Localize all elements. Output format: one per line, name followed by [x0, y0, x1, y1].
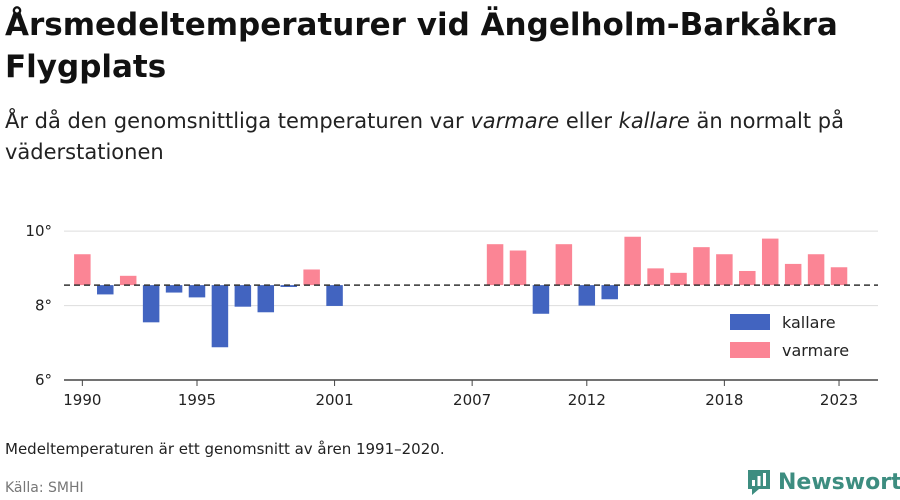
subtitle-cold-word: kallare: [618, 109, 690, 133]
bar-1993: [142, 285, 160, 323]
subtitle-middle: eller: [559, 109, 619, 133]
x-tick-label-2001: 2001: [315, 391, 353, 409]
temperature-bar-chart: 10° 8° 6° 1990 1995 2001 2007 2012 2018 2023 kalla…: [25, 222, 878, 409]
subtitle-before: År då den genomsnittliga temperaturen va…: [5, 109, 471, 133]
bar-1991: [97, 285, 114, 295]
bar-1998: [257, 285, 275, 313]
bar-2008: [486, 244, 504, 286]
x-tick-label-1990: 1990: [63, 391, 101, 409]
legend-swatch-warmer: [730, 342, 770, 358]
brand-name: Newsworthy: [778, 469, 900, 495]
newsworthy-logo-icon: [748, 470, 770, 495]
bar-2020: [761, 238, 779, 286]
bar-2011: [555, 244, 573, 286]
x-tick-label-2023: 2023: [820, 391, 858, 409]
bar-2022: [807, 254, 825, 286]
chart-subtitle: År då den genomsnittliga temperaturen va…: [5, 106, 885, 168]
bar-1990: [74, 254, 91, 286]
bar-1992: [119, 275, 137, 286]
bar-1994: [165, 285, 183, 293]
bar-2001: [326, 285, 343, 306]
footnote: Medeltemperaturen är ett genomsnitt av å…: [5, 440, 445, 458]
source-credit: Källa: SMHI: [5, 480, 84, 496]
x-tick-label-1995: 1995: [178, 391, 216, 409]
brand-logo: Newsworthy: [746, 468, 900, 496]
x-tick-label-2012: 2012: [568, 391, 606, 409]
y-tick-label-8: 8°: [35, 297, 52, 315]
subtitle-after: än normalt på väderstationen: [5, 109, 844, 164]
bar-1997: [234, 285, 252, 307]
bar-2019: [739, 270, 756, 286]
bar-2014: [624, 236, 641, 286]
bar-2015: [647, 268, 664, 286]
y-tick-label-10: 10°: [25, 222, 52, 240]
legend-label-warmer: varmare: [782, 341, 849, 360]
bar-2012: [578, 285, 596, 306]
bar-2023: [830, 267, 848, 286]
bar-2000: [303, 269, 320, 286]
legend-label-colder: kallare: [782, 313, 836, 332]
legend-swatch-colder: [730, 314, 770, 330]
x-tick-label-2007: 2007: [453, 391, 491, 409]
bar-2018: [716, 254, 733, 286]
bar-1996: [211, 285, 229, 348]
chart-title: Årsmedeltemperaturer vid Ängelholm-Barkå…: [5, 7, 838, 85]
bar-2021: [784, 263, 802, 286]
subtitle-warm-word: varmare: [470, 109, 560, 133]
bar-2010: [532, 285, 550, 314]
y-tick-label-6: 6°: [35, 371, 52, 389]
bar-1999: [280, 285, 297, 287]
bar-2017: [693, 247, 710, 286]
bar-1995: [188, 285, 206, 298]
bar-2009: [509, 250, 527, 286]
bar-2013: [601, 285, 618, 300]
bar-2016: [670, 272, 687, 286]
x-tick-label-2018: 2018: [705, 391, 743, 409]
